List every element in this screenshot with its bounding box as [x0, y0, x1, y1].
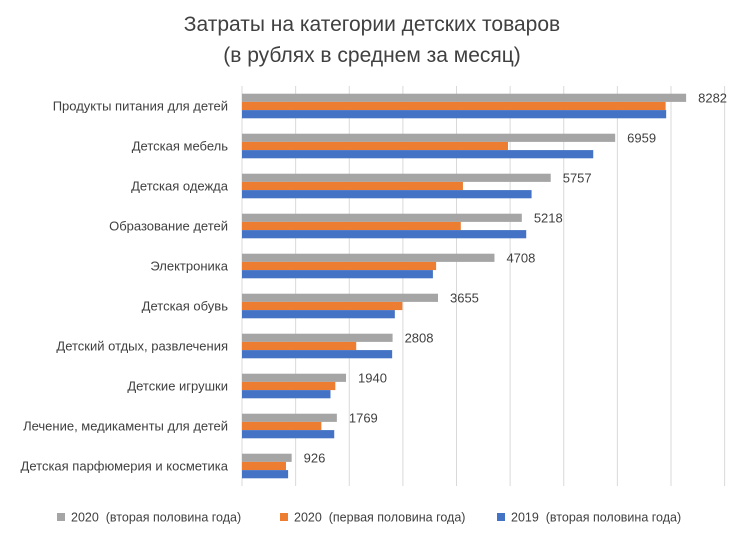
data-labels: 8282 6959 5757 5218 4708 3655 2808 1940 1769 926: [304, 90, 727, 465]
legend-label: 2020 (вторая половина года): [71, 511, 241, 525]
legend-swatch: [280, 513, 288, 521]
bar: [242, 190, 532, 199]
bar: [242, 253, 495, 262]
category-label: Детская парфюмерия и косметика: [21, 459, 229, 474]
bar: [242, 221, 461, 231]
category-label: Детская одежда: [131, 179, 229, 194]
bar: [242, 333, 393, 342]
data-label: 1769: [349, 410, 378, 425]
data-label: 5218: [534, 210, 563, 225]
bar: [242, 141, 508, 151]
bar: [242, 261, 437, 271]
bar: [242, 430, 335, 439]
bar: [242, 93, 687, 102]
data-label: 926: [304, 450, 326, 465]
legend-swatch: [57, 513, 65, 521]
bar: [242, 413, 337, 422]
data-label: 4708: [506, 250, 535, 265]
bar: [242, 270, 433, 279]
data-label: 6959: [627, 130, 656, 145]
bar: [242, 293, 438, 302]
bar: [242, 470, 289, 479]
chart-title-line-2: (в рублях в среднем за месяц): [223, 44, 521, 67]
bar: [242, 181, 463, 191]
bar: [242, 110, 667, 119]
data-label: 2808: [405, 330, 434, 345]
bar: [242, 310, 395, 319]
legend-label: 2019 (вторая половина года): [511, 511, 681, 525]
data-label: 1940: [358, 370, 387, 385]
bar: [242, 133, 616, 142]
bars: [242, 93, 687, 479]
bar: [242, 453, 292, 462]
category-label: Образование детей: [109, 219, 228, 234]
bar: [242, 381, 336, 391]
bar: [242, 150, 594, 159]
data-label: 3655: [450, 290, 479, 305]
data-label: 8282: [698, 90, 727, 105]
bar: [242, 341, 357, 351]
bar: [242, 301, 403, 311]
bar: [242, 461, 286, 471]
bar: [242, 373, 347, 382]
legend-swatch: [497, 513, 505, 521]
bar: [242, 213, 522, 222]
bar: [242, 421, 322, 431]
category-label: Электроника: [150, 259, 228, 274]
bar: [242, 390, 331, 399]
bar: [242, 101, 666, 111]
category-label: Детский отдых, развлечения: [56, 339, 228, 354]
category-label: Продукты питания для детей: [53, 99, 228, 114]
legend-label: 2020 (первая половина года): [294, 511, 465, 525]
legend: 2020 (вторая половина года) 2020 (первая …: [57, 511, 681, 525]
bar: [242, 173, 551, 182]
category-label: Детские игрушки: [127, 379, 228, 394]
data-label: 5757: [563, 170, 592, 185]
category-labels: Продукты питания для детей Детская мебель…: [21, 99, 229, 474]
bar: [242, 350, 393, 359]
category-label: Детская обувь: [142, 299, 229, 314]
chart-title-line-1: Затраты на категории детских товаров: [184, 13, 560, 36]
category-label: Детская мебель: [132, 139, 228, 154]
bar: [242, 230, 527, 239]
category-label: Лечение, медикаменты для детей: [23, 419, 228, 434]
